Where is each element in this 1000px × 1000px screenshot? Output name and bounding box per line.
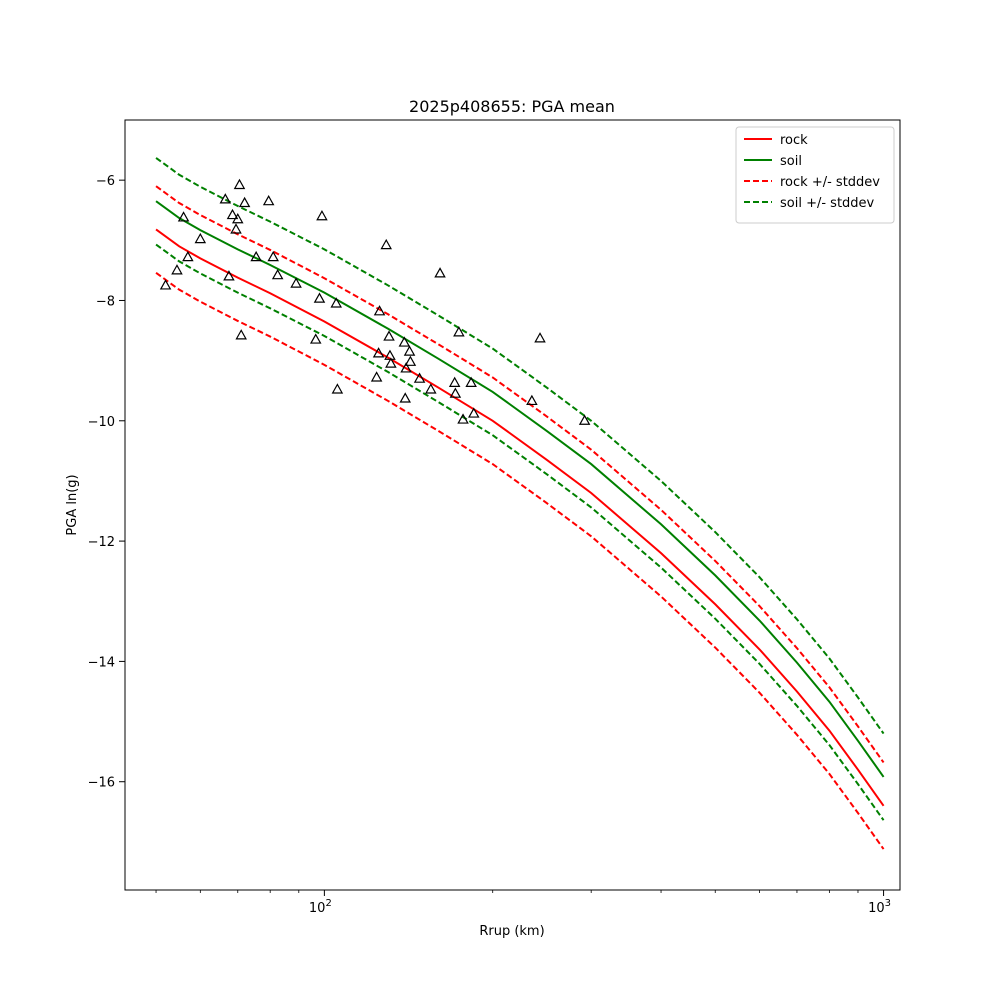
observation-point: [373, 305, 386, 316]
observation-point: [316, 210, 328, 221]
observation-point: [331, 383, 344, 394]
observation-point: [453, 326, 465, 337]
y-axis-label: PGA ln(g): [65, 474, 80, 535]
observation-point: [403, 345, 416, 356]
observation-point: [231, 213, 244, 224]
x-tick-label: 103: [868, 898, 891, 916]
y-tick-label: −10: [88, 415, 115, 430]
observation-point: [238, 196, 251, 208]
observation-point: [219, 193, 232, 204]
series-line-1: [155, 200, 885, 778]
x-axis: 102 103: [155, 890, 891, 916]
legend: rock soil rock +/- stddev soil +/- stddev: [735, 126, 895, 224]
observation-point: [449, 387, 462, 398]
observation-point: [230, 223, 242, 234]
observation-point: [159, 279, 172, 290]
y-tick-label: −6: [96, 174, 115, 189]
observation-point: [404, 355, 417, 366]
series-line-4: [155, 157, 885, 735]
observation-point: [313, 292, 326, 303]
y-tick-label: −8: [96, 294, 115, 309]
observation-point: [182, 250, 194, 262]
observation-point: [177, 211, 190, 222]
chart-title: 2025p408655: PGA mean: [409, 97, 615, 116]
observation-point: [267, 250, 279, 262]
observation-point: [235, 329, 247, 340]
observation-point: [457, 413, 469, 424]
x-axis-label: Rrup (km): [479, 924, 544, 939]
y-tick-label: −14: [88, 655, 115, 670]
observation-point: [223, 270, 235, 281]
observation-point: [330, 297, 343, 308]
legend-box: [735, 126, 895, 224]
x-tick-label: 102: [309, 898, 332, 916]
y-tick-label: −12: [88, 535, 115, 550]
observation-point: [399, 392, 411, 403]
legend-entry: rock: [780, 133, 808, 148]
observation-point: [385, 357, 397, 368]
observation-point: [370, 371, 383, 382]
observation-point: [290, 277, 302, 288]
observation-point: [383, 330, 395, 341]
observation-point: [309, 333, 322, 344]
observation-point: [271, 268, 284, 280]
observation-point: [425, 383, 437, 394]
observation-point: [465, 376, 477, 387]
observation-point: [448, 376, 461, 387]
observation-point: [372, 347, 385, 358]
observation-point: [226, 208, 239, 220]
observation-point: [233, 178, 246, 190]
observation-point: [534, 332, 546, 343]
y-axis: −6 −8 −10 −12 −14 −16: [88, 174, 125, 791]
observation-point: [250, 250, 262, 262]
observation-point: [578, 414, 591, 425]
observation-point: [194, 232, 207, 244]
legend-entry: soil +/- stddev: [780, 196, 875, 211]
series-line-3: [155, 271, 885, 850]
observation-point: [380, 238, 392, 250]
legend-entry: soil: [780, 154, 802, 169]
series-line-5: [155, 243, 885, 821]
series-line-2: [155, 185, 885, 764]
plot-area: [155, 157, 885, 850]
observation-point: [398, 336, 411, 347]
y-tick-label: −16: [88, 776, 115, 791]
observation-point: [413, 372, 426, 383]
plot-frame: [124, 119, 901, 891]
observation-point: [171, 264, 183, 275]
observation-point: [262, 194, 275, 206]
observation-point: [434, 267, 446, 278]
observation-point: [468, 407, 480, 418]
observation-point: [526, 394, 538, 406]
observation-point: [400, 362, 412, 373]
legend-entry: rock +/- stddev: [780, 175, 880, 190]
series-line-0: [155, 228, 885, 807]
